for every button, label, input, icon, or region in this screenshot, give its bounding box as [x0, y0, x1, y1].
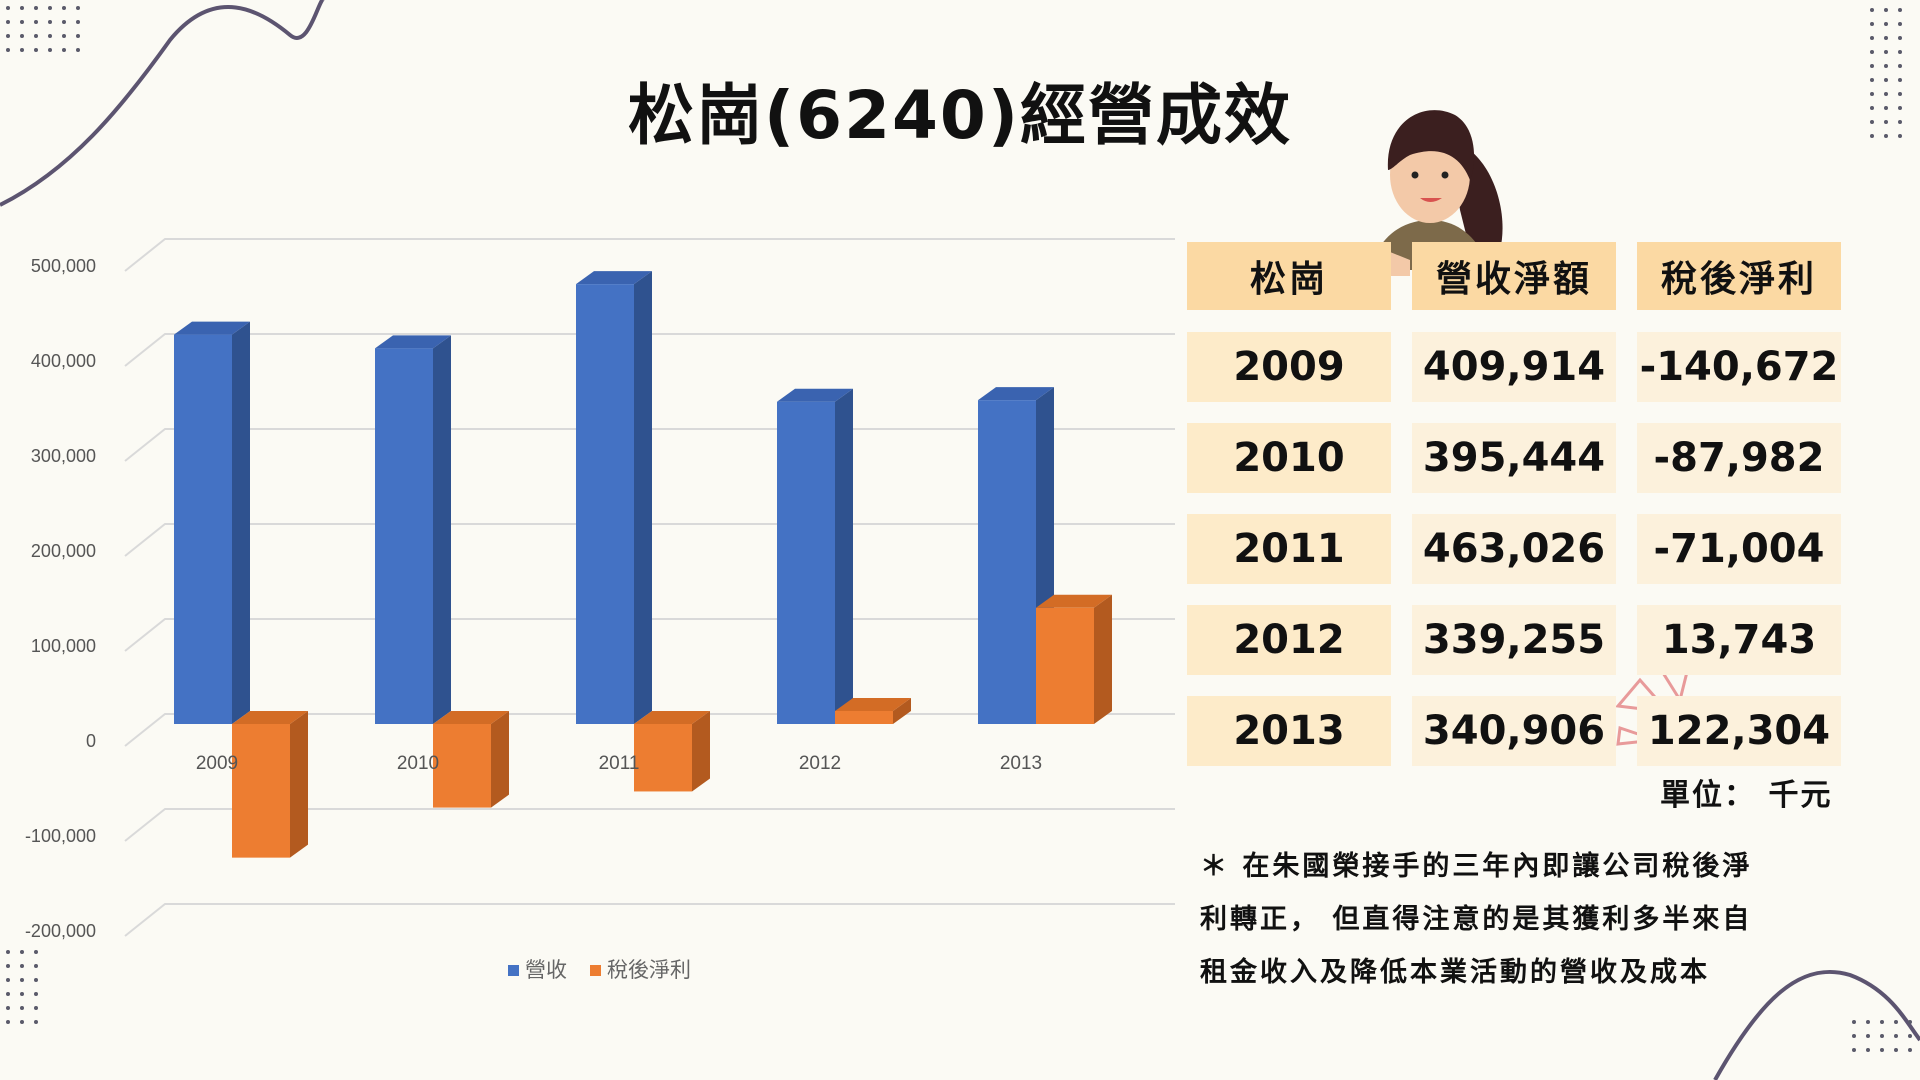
y-axis-ticks: 500,000 400,000 300,000 200,000 100,000 0 -100…	[25, 256, 96, 941]
gridline	[124, 238, 1175, 272]
bar-side	[290, 711, 308, 858]
x-tick-label: 2009	[196, 753, 238, 774]
bar-營收-2012	[777, 401, 835, 724]
bar-top	[777, 388, 853, 402]
dot-grid-bottom-left	[6, 950, 38, 1024]
y-tick-label: 500,000	[31, 256, 96, 276]
table-cell-year: 2010	[1187, 423, 1391, 493]
gridline	[124, 808, 1175, 842]
table-cell-year: 2013	[1187, 696, 1391, 766]
table-header-company: 松崗	[1187, 242, 1391, 310]
y-tick-label: 200,000	[31, 541, 96, 561]
bar-side	[1094, 594, 1112, 724]
table-cell-revenue: 395,444	[1412, 423, 1616, 493]
table-cell-net-income: 13,743	[1637, 605, 1841, 675]
bar-top	[232, 711, 308, 724]
chart-bars	[174, 271, 1112, 858]
table-header-revenue: 營收淨額	[1412, 242, 1616, 310]
legend-swatch	[508, 965, 519, 976]
table-cell-net-income: -71,004	[1637, 514, 1841, 584]
y-tick-label: 300,000	[31, 446, 96, 466]
x-tick-label: 2012	[799, 753, 841, 774]
footnote-line: 租金收入及降低本業活動的營收及成本	[1200, 957, 1710, 988]
y-tick-label: 100,000	[31, 636, 96, 656]
table-cell-net-income: -140,672	[1637, 332, 1841, 402]
bar-營收-2009	[174, 334, 232, 724]
footnote-line: ＊ 在朱國榮接手的三年內即讓公司稅後淨	[1200, 851, 1753, 882]
footnote: ＊ 在朱國榮接手的三年內即讓公司稅後淨 利轉正， 但直得注意的是其獲利多半來自 …	[1200, 840, 1840, 999]
bar-side	[692, 711, 710, 792]
dot-grid-bottom-right	[1852, 1020, 1912, 1052]
bar-稅後淨利-2010	[433, 724, 491, 808]
table-cell-revenue: 463,026	[1412, 514, 1616, 584]
bar-side	[491, 711, 509, 808]
bar-top	[576, 271, 652, 285]
x-axis-categories: 2009 2010 2011 2012 2013	[196, 753, 1042, 774]
bar-top	[978, 387, 1054, 401]
gridline	[124, 333, 1175, 367]
x-tick-label: 2011	[599, 753, 640, 774]
bar-side	[634, 271, 652, 724]
bar-top	[634, 711, 710, 724]
bar-side	[232, 321, 250, 724]
footnote-line: 利轉正， 但直得注意的是其獲利多半來自	[1200, 904, 1753, 935]
table-cell-year: 2012	[1187, 605, 1391, 675]
table-cell-net-income: 122,304	[1637, 696, 1841, 766]
y-tick-label: -100,000	[25, 826, 96, 846]
bar-營收-2011	[576, 284, 634, 724]
table-header-net-income: 稅後淨利	[1637, 242, 1841, 310]
chart-legend: 營收 稅後淨利	[508, 958, 691, 982]
bar-營收-2013	[978, 400, 1036, 724]
revenue-profit-bar-chart: 500,000 400,000 300,000 200,000 100,000 0 -100…	[25, 238, 1175, 982]
bar-top	[174, 321, 250, 335]
table-cell-net-income: -87,982	[1637, 423, 1841, 493]
legend-label: 稅後淨利	[607, 958, 691, 982]
table-cell-revenue: 340,906	[1412, 696, 1616, 766]
bar-稅後淨利-2013	[1036, 607, 1094, 724]
dot-grid-top-left	[6, 6, 80, 52]
x-tick-label: 2013	[1000, 753, 1042, 774]
bar-top	[1036, 594, 1112, 608]
bar-營收-2010	[375, 348, 433, 724]
bar-top	[375, 335, 451, 349]
bar-side	[835, 388, 853, 724]
bar-稅後淨利-2012	[835, 710, 893, 724]
table-cell-year: 2009	[1187, 332, 1391, 402]
bar-side	[893, 697, 911, 724]
gridline	[124, 903, 1175, 937]
page-title: 松崗(6240)經營成效	[627, 77, 1293, 154]
legend-label: 營收	[525, 958, 567, 982]
woman-illustration	[1280, 110, 1503, 276]
bar-稅後淨利-2009	[232, 724, 290, 858]
unit-label: 單位： 千元	[1660, 778, 1833, 813]
bar-top	[433, 711, 509, 724]
x-tick-label: 2010	[397, 753, 439, 774]
bar-top	[835, 697, 911, 711]
y-tick-label: 0	[86, 731, 96, 751]
table-cell-year: 2011	[1187, 514, 1391, 584]
bar-side	[433, 335, 451, 724]
table-cell-revenue: 339,255	[1412, 605, 1616, 675]
bar-稅後淨利-2011	[634, 724, 692, 792]
y-tick-label: 400,000	[31, 351, 96, 371]
dot-grid-top-right	[1870, 8, 1902, 138]
y-tick-label: -200,000	[25, 921, 96, 941]
table-cell-revenue: 409,914	[1412, 332, 1616, 402]
legend-swatch	[590, 965, 601, 976]
